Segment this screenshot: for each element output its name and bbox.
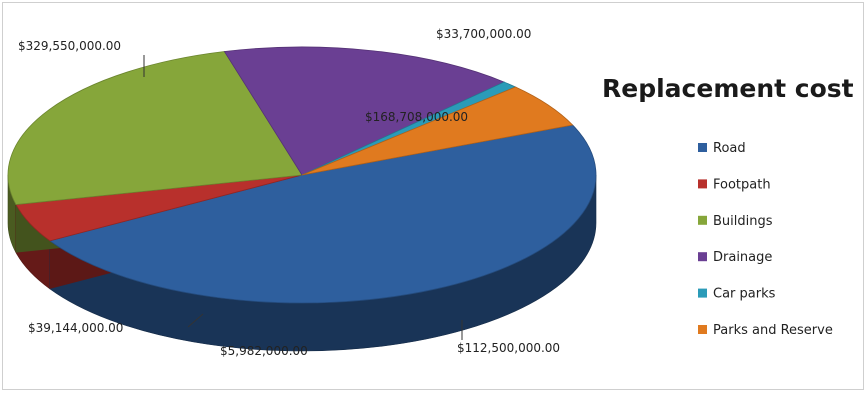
pie-top-layer [7, 46, 597, 304]
legend-label-car-parks: Car parks [713, 287, 776, 302]
pie-slice-drainage [223, 46, 506, 176]
pie-slice-buildings [7, 51, 303, 206]
legend-swatch-footpath [698, 179, 707, 189]
legend-item-buildings: Buildings [698, 214, 773, 229]
legend-item-road: Road [698, 141, 746, 156]
legend-label-buildings: Buildings [713, 214, 773, 229]
legend-swatch-car-parks [698, 288, 707, 298]
legend-label-parks-and-reserve: Parks and Reserve [713, 323, 833, 338]
legend-swatch-road [698, 143, 707, 152]
legend-label-footpath: Footpath [713, 177, 771, 192]
data-label-footpath: $33,700,000.00 [436, 27, 531, 41]
chart-title: Replacement cost [602, 74, 854, 103]
legend-swatch-parks-and-reserve [698, 325, 707, 334]
data-label-layer: $329,550,000.00 $33,700,000.00 $168,708,00… [18, 27, 560, 358]
legend: Road Footpath Buildings Drainage Car parks Pa… [698, 141, 833, 338]
legend-item-car-parks: Car parks [698, 287, 776, 302]
leader-line-parks-and-reserve [187, 313, 204, 328]
legend-item-drainage: Drainage [698, 250, 772, 265]
data-label-drainage: $112,500,000.00 [457, 341, 560, 355]
legend-swatch-buildings [698, 215, 707, 225]
data-label-road: $329,550,000.00 [18, 39, 121, 53]
data-label-car-parks: $5,982,000.00 [220, 344, 308, 358]
leader-line-layer [143, 55, 463, 340]
legend-label-drainage: Drainage [713, 250, 772, 265]
legend-item-parks-and-reserve: Parks and Reserve [698, 323, 833, 338]
pie-slice-parks-and-reserve [301, 86, 574, 176]
data-label-buildings: $168,708,000.00 [365, 110, 468, 124]
legend-label-road: Road [713, 141, 746, 156]
legend-swatch-drainage [698, 252, 707, 262]
legend-item-footpath: Footpath [698, 177, 771, 192]
data-label-parks-and-reserve: $39,144,000.00 [28, 321, 123, 335]
pie-slice-road [48, 124, 597, 304]
